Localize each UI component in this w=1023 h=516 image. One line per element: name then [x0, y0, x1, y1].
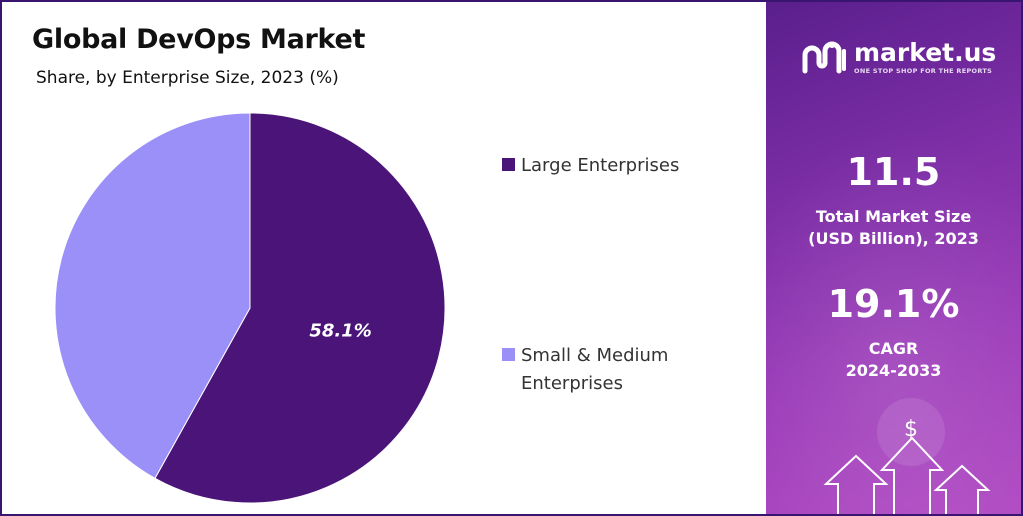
- market-us-logo-icon: [802, 41, 846, 74]
- legend-label: Large Enterprises: [521, 155, 680, 176]
- legend-swatch: [502, 348, 515, 361]
- brand-tagline: ONE STOP SHOP FOR THE REPORTS: [854, 67, 993, 75]
- growth-decoration: $: [823, 398, 991, 514]
- market-size-value: 11.5: [846, 150, 941, 194]
- pie-data-label: 58.1%: [309, 321, 371, 342]
- cagr-value: 19.1%: [827, 282, 960, 326]
- chart-panel: Global DevOps Market Share, by Enterpris…: [2, 2, 766, 514]
- brand-logo: market.us ONE STOP SHOP FOR THE REPORTS: [802, 40, 996, 76]
- dollar-symbol: $: [904, 417, 918, 442]
- cagr-label: CAGR 2024-2033: [766, 338, 1021, 382]
- chart-title: Global DevOps Market: [32, 24, 366, 55]
- pie-chart: 58.1%: [54, 112, 446, 504]
- market-size-label-line1: Total Market Size: [815, 207, 972, 226]
- cagr-stat: 19.1%: [766, 282, 1021, 326]
- legend-label: Small & Medium Enterprises: [521, 345, 669, 394]
- cagr-label-line2: 2024-2033: [845, 361, 942, 380]
- market-size-stat: 11.5: [766, 150, 1021, 194]
- stats-panel: market.us ONE STOP SHOP FOR THE REPORTS …: [766, 2, 1021, 514]
- pie-slice-small-medium-enterprises: [54, 112, 251, 479]
- brand-name: market.us: [854, 38, 997, 67]
- pie-slice-large-enterprises: [154, 112, 446, 504]
- up-arrow-icon: [879, 436, 945, 514]
- legend-swatch: [502, 158, 515, 171]
- market-size-label-line2: (USD Billion), 2023: [808, 229, 979, 248]
- cagr-label-line1: CAGR: [868, 339, 919, 358]
- dollar-coin-icon: [877, 398, 945, 466]
- up-arrow-icon: [823, 454, 889, 514]
- chart-subtitle: Share, by Enterprise Size, 2023 (%): [36, 68, 339, 88]
- legend-item-small-medium-enterprises: Small & Medium Enterprises: [502, 342, 711, 398]
- market-size-label: Total Market Size (USD Billion), 2023: [766, 206, 1021, 250]
- up-arrow-icon: [933, 464, 991, 514]
- legend-item-large-enterprises: Large Enterprises: [502, 152, 711, 180]
